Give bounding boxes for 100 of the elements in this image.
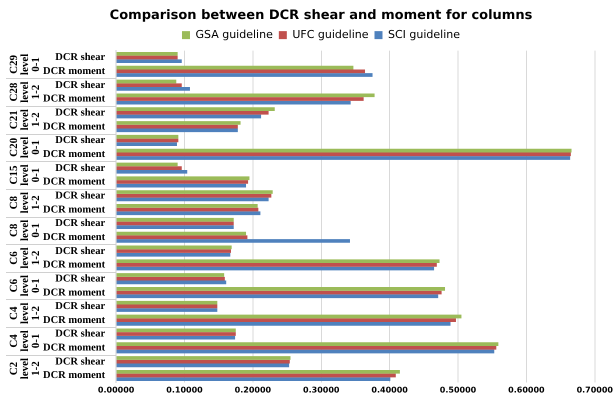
- bar: [116, 346, 496, 350]
- bar: [116, 176, 250, 180]
- bar: [116, 52, 178, 56]
- bar: [116, 304, 218, 308]
- y-tick-label: DCR moment: [42, 94, 106, 105]
- x-tick-label: 0.70000: [576, 385, 614, 394]
- bar: [116, 194, 272, 198]
- bar: [116, 110, 269, 115]
- text: C20 level 0-1: [8, 136, 42, 158]
- y-tick-label: DCR moment: [42, 176, 106, 188]
- bar: [116, 93, 375, 98]
- bar: [116, 198, 269, 202]
- bar: [116, 138, 178, 142]
- y-tick-label: DCR shear: [55, 246, 106, 257]
- bar: [116, 308, 218, 312]
- text: C6 level 0-1: [8, 274, 42, 296]
- y-tick-label: DCR moment: [42, 121, 106, 132]
- legend-label: UFC guideline: [292, 28, 369, 41]
- bar: [116, 294, 438, 298]
- bar: [116, 314, 462, 318]
- bar: [116, 252, 230, 257]
- y-tick-label: DCR shear: [55, 328, 106, 340]
- bar: [116, 218, 234, 222]
- bar: [116, 266, 434, 270]
- y-tick-label: DCR shear: [55, 218, 106, 230]
- y-tick-label: DCR moment: [42, 287, 106, 298]
- bar: [116, 100, 351, 105]
- bar: [116, 148, 572, 152]
- y-tick-label: DCR moment: [42, 204, 106, 216]
- bar: [116, 222, 234, 226]
- bar: [116, 374, 396, 378]
- text: C4 level 1-2: [8, 302, 42, 324]
- bar: [116, 66, 354, 70]
- bar: [116, 83, 182, 88]
- bar: [116, 322, 450, 326]
- y-tick-label: DCR shear: [55, 52, 106, 64]
- text: C15 level 0-1: [8, 164, 42, 186]
- bar: [116, 287, 446, 291]
- chart-title: Comparison between DCR shear and moment for columns: [110, 8, 533, 24]
- bar: [116, 263, 437, 267]
- bar: [116, 124, 238, 128]
- bar: [116, 350, 494, 354]
- bar: [116, 342, 498, 346]
- bar: [116, 184, 246, 188]
- bar: [116, 370, 400, 374]
- bar: [116, 128, 238, 132]
- x-tick-label: 0.30000: [303, 385, 340, 394]
- text: C2 level 1-2: [8, 358, 42, 380]
- bar: [116, 332, 236, 336]
- y-tick-label: DCR moment: [42, 232, 106, 243]
- text: C4 level 0-1: [8, 330, 42, 352]
- bar: [116, 134, 178, 139]
- bar: [116, 276, 225, 281]
- bar: [116, 280, 226, 284]
- bar: [116, 107, 275, 111]
- text: C29 level 0-1: [8, 54, 42, 76]
- bar: [116, 273, 224, 277]
- y-tick-label: DCR moment: [42, 370, 106, 382]
- y-tick-label: DCR shear: [55, 301, 106, 312]
- bar: [116, 356, 290, 360]
- bar: [116, 69, 366, 74]
- bar: [116, 190, 273, 194]
- y-tick-label: DCR shear: [55, 108, 106, 119]
- bar: [116, 336, 236, 340]
- x-tick-label: 0.00000: [98, 385, 135, 394]
- bar: [116, 225, 234, 229]
- bar: [116, 290, 442, 294]
- text: C8 level 1-2: [8, 192, 42, 214]
- y-tick-label: DCR shear: [55, 80, 106, 91]
- legend-label: SCI guideline: [388, 28, 460, 41]
- bar: [116, 249, 231, 253]
- text: C21 level 1-2: [8, 109, 42, 130]
- bar: [116, 166, 182, 170]
- bar: [116, 208, 258, 212]
- y-tick-label: DCR shear: [55, 190, 106, 202]
- x-tick-label: 0.40000: [371, 385, 408, 394]
- legend-label: GSA guideline: [195, 28, 274, 41]
- y-tick-label: DCR shear: [55, 135, 106, 146]
- bar: [116, 300, 218, 305]
- bar: [116, 162, 178, 166]
- text: C6 level 1-2: [8, 247, 42, 269]
- y-tick-label: DCR moment: [42, 342, 106, 354]
- x-tick-label: 0.60000: [508, 385, 546, 394]
- bar: [116, 364, 290, 368]
- bar: [116, 59, 182, 64]
- bar: [116, 97, 364, 101]
- bar: [116, 114, 262, 118]
- bar: [116, 156, 570, 160]
- y-tick-label: DCR moment: [42, 314, 106, 326]
- bar: [116, 211, 260, 216]
- bar: [116, 80, 176, 84]
- y-tick-label: DCR moment: [42, 66, 106, 78]
- bar: [116, 180, 248, 184]
- bar: [116, 170, 188, 174]
- bar: [116, 152, 571, 156]
- x-tick-label: 0.20000: [234, 385, 272, 394]
- bar: [116, 73, 373, 77]
- bar: [116, 246, 232, 250]
- bar: [116, 121, 241, 125]
- bar: [116, 259, 440, 264]
